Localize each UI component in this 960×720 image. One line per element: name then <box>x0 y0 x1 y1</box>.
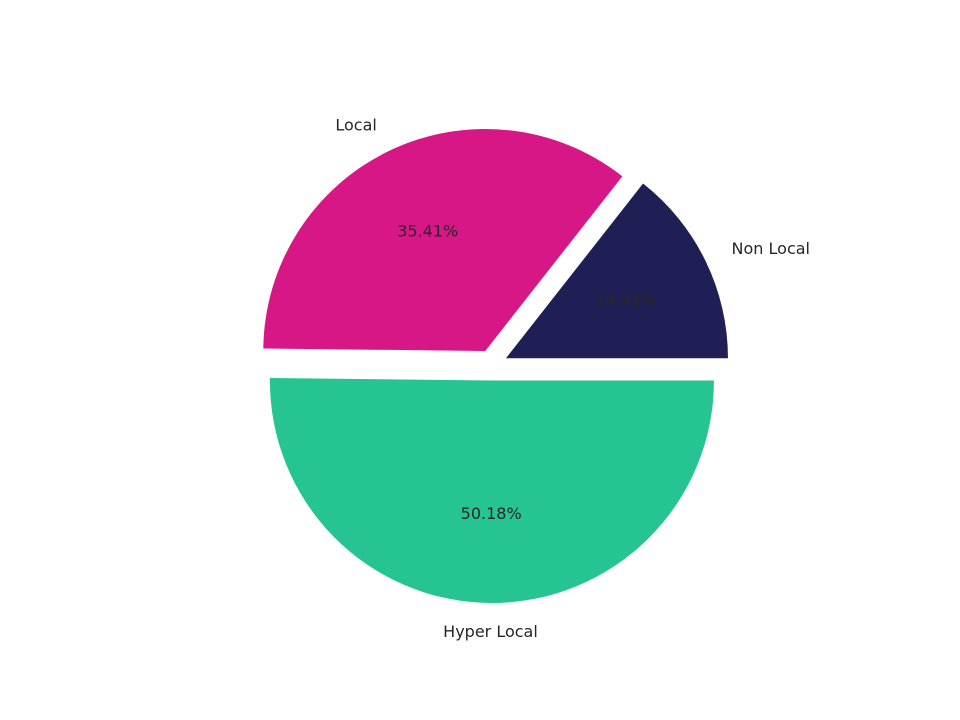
slice-label-non-local: Non Local <box>732 239 810 258</box>
pie-slices <box>263 128 728 603</box>
pct-label-non-local: 14.41% <box>595 290 656 309</box>
pie-slice-non-local <box>505 183 728 359</box>
pie-slice-local <box>263 128 623 351</box>
slice-label-hyper-local: Hyper Local <box>443 622 538 641</box>
pct-label-local: 35.41% <box>397 221 458 240</box>
slice-label-local: Local <box>335 115 376 134</box>
pct-label-hyper-local: 50.18% <box>461 504 522 523</box>
pie-labels: Non Local 14.41% Local 35.41% Hyper Local 50.… <box>335 115 810 641</box>
pie-slice-hyper-local <box>269 378 714 603</box>
